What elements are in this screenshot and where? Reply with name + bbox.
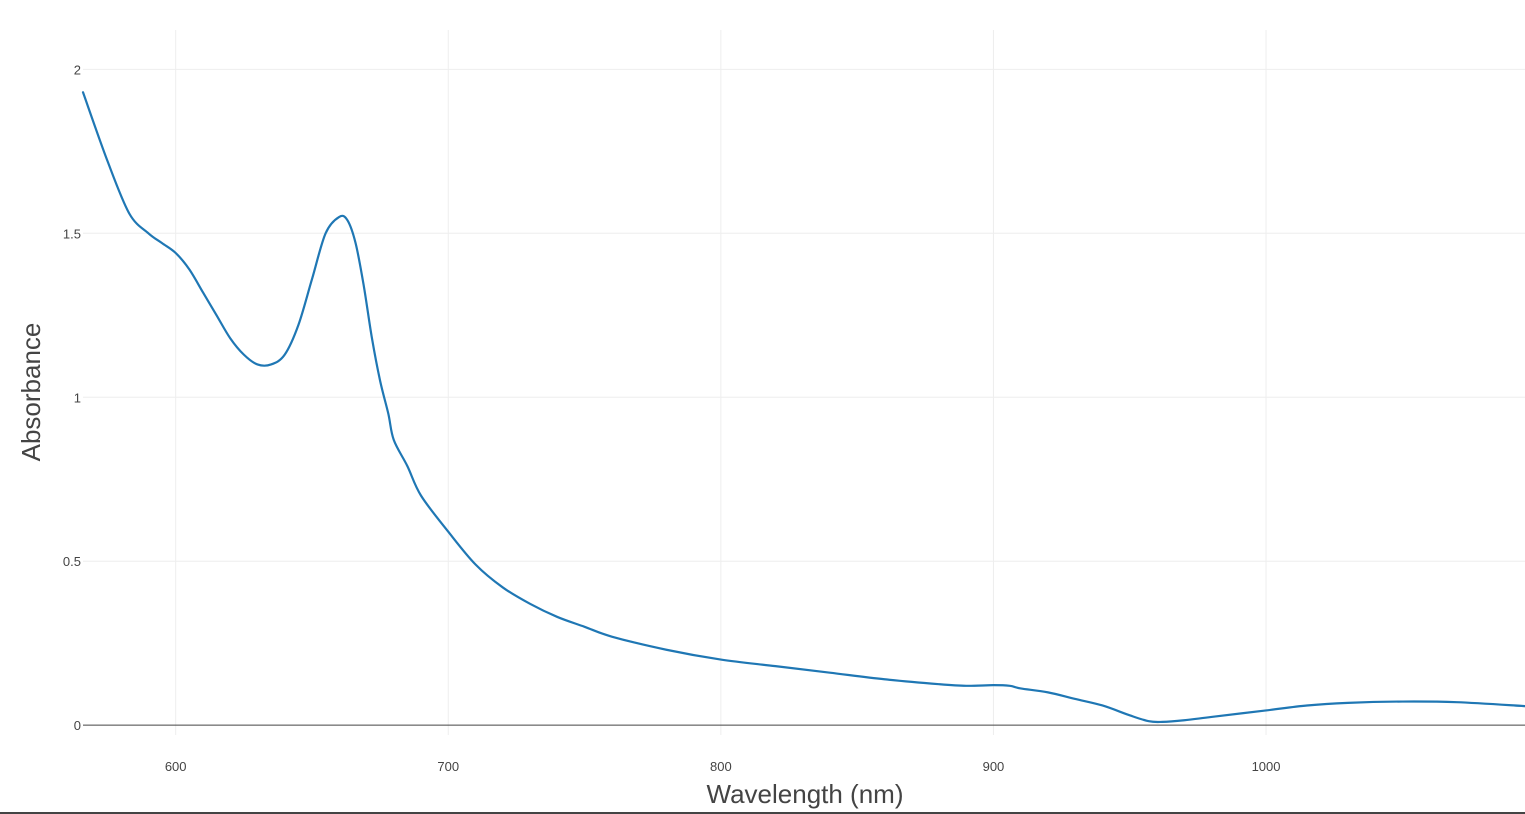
x-tick-label: 1000 bbox=[1252, 759, 1281, 774]
x-gridlines bbox=[175, 30, 1267, 735]
x-tick-label: 600 bbox=[165, 759, 187, 774]
y-tick-label: 0.5 bbox=[63, 554, 81, 569]
y-tick-label: 2 bbox=[74, 62, 81, 77]
y-gridlines bbox=[83, 68, 1525, 562]
x-tick-label: 700 bbox=[437, 759, 459, 774]
absorbance-series-line bbox=[81, 91, 1525, 724]
y-tick-label: 1 bbox=[74, 390, 81, 405]
y-tick-label: 0 bbox=[74, 718, 81, 733]
y-tick-label: 1.5 bbox=[63, 226, 81, 241]
x-axis-title: Wavelength (nm) bbox=[707, 779, 904, 809]
y-tick-labels: 0 0.5 1 1.5 2 bbox=[63, 62, 81, 733]
x-tick-label: 900 bbox=[983, 759, 1005, 774]
x-tick-labels: 600 700 800 900 1000 bbox=[165, 759, 1281, 774]
x-tick-label: 800 bbox=[710, 759, 732, 774]
series-layer bbox=[81, 91, 1525, 724]
bottom-rule bbox=[0, 812, 1525, 814]
y-axis-title: Absorbance bbox=[16, 323, 46, 462]
